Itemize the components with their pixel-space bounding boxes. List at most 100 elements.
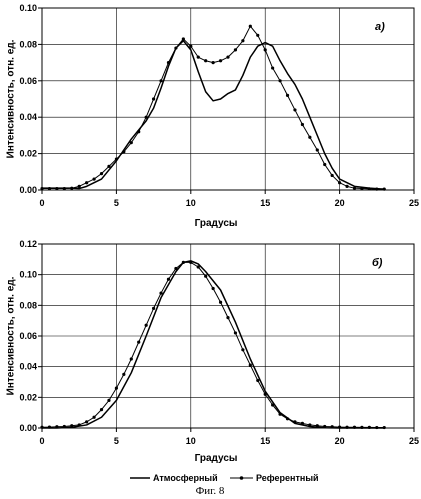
data-point-0-1-40 <box>338 181 342 185</box>
data-point-0-1-2 <box>55 186 59 191</box>
y-tick-label-0-4: 0.08 <box>19 39 37 49</box>
data-point-1-1-42 <box>352 425 357 429</box>
y-tick-label-0-1: 0.02 <box>19 149 37 159</box>
data-point-0-1-4 <box>70 186 74 190</box>
y-axis-label-0: Интенсивность, отн. ед. <box>6 39 17 158</box>
data-point-1-1-46 <box>382 425 386 430</box>
data-point-1-1-44 <box>367 425 371 429</box>
data-point-1-1-11 <box>122 372 126 376</box>
data-point-0-1-8 <box>99 172 104 176</box>
data-point-1-1-32 <box>278 412 282 416</box>
x-tick-label-0-4: 20 <box>335 198 345 208</box>
y-tick-label-1-4: 0.08 <box>19 300 37 310</box>
x-tick-label-1-0: 0 <box>39 436 44 446</box>
y-tick-label-0-3: 0.06 <box>19 76 37 86</box>
x-tick-label-0-5: 25 <box>409 198 419 208</box>
series-line-0-1 <box>42 25 385 190</box>
data-point-1-1-30 <box>263 392 267 396</box>
data-point-0-1-32 <box>278 79 282 83</box>
x-tick-label-0-1: 5 <box>114 198 119 208</box>
data-point-0-1-36 <box>308 135 312 139</box>
data-point-1-1-10 <box>114 386 118 390</box>
data-point-0-1-17 <box>166 61 171 65</box>
data-point-1-1-7 <box>92 415 96 419</box>
data-point-0-1-28 <box>248 24 252 28</box>
y-tick-label-1-2: 0.04 <box>19 362 37 372</box>
y-tick-label-0-0: 0.00 <box>19 185 37 195</box>
y-tick-label-1-1: 0.02 <box>19 392 37 402</box>
legend-label-0: Атмосферный <box>153 473 218 483</box>
data-point-0-1-3 <box>62 186 66 191</box>
data-point-1-1-27 <box>241 348 245 352</box>
data-point-1-1-40 <box>338 425 342 429</box>
data-point-0-1-18 <box>174 46 178 50</box>
plot-frame-0 <box>41 7 415 191</box>
data-point-0-1-43 <box>360 186 364 191</box>
data-point-0-1-30 <box>263 48 267 52</box>
data-point-1-1-13 <box>137 340 141 344</box>
data-point-0-1-34 <box>293 108 297 112</box>
x-axis-label-1: Градусы <box>195 453 238 464</box>
x-tick-label-1-5: 25 <box>409 436 419 446</box>
data-point-0-1-42 <box>352 186 357 190</box>
y-tick-label-1-3: 0.06 <box>19 331 37 341</box>
data-point-0-1-7 <box>92 177 96 181</box>
y-tick-label-1-5: 0.10 <box>19 270 37 280</box>
data-point-1-1-37 <box>315 424 319 428</box>
data-point-1-1-17 <box>166 277 171 281</box>
data-point-0-1-39 <box>330 173 334 178</box>
figure-caption: Фиг. 8 <box>196 485 225 497</box>
data-point-1-1-2 <box>55 425 59 429</box>
data-point-0-1-38 <box>323 162 327 167</box>
data-point-0-1-21 <box>196 55 200 59</box>
data-point-0-1-27 <box>241 39 245 43</box>
data-point-0-1-20 <box>189 44 193 48</box>
data-point-1-1-33 <box>285 417 290 421</box>
x-tick-label-1-2: 10 <box>186 436 196 446</box>
data-point-1-1-34 <box>293 420 297 424</box>
data-point-1-1-19 <box>181 260 185 264</box>
data-point-1-1-8 <box>99 408 104 412</box>
legend-marker-1 <box>239 476 244 480</box>
data-point-1-1-20 <box>189 260 193 264</box>
data-point-0-1-44 <box>367 187 371 191</box>
data-point-0-1-29 <box>256 33 260 37</box>
data-point-1-1-41 <box>345 425 349 429</box>
x-axis-label-0: Градусы <box>195 218 238 229</box>
data-point-1-1-12 <box>129 357 133 361</box>
data-point-0-1-41 <box>345 184 349 188</box>
data-point-0-1-13 <box>137 130 141 134</box>
data-point-0-1-25 <box>226 55 230 59</box>
data-point-0-1-5 <box>77 184 81 188</box>
panel-label-0: a) <box>375 21 385 33</box>
data-point-0-1-15 <box>152 97 156 101</box>
data-point-0-1-35 <box>300 122 304 127</box>
x-tick-label-1-1: 5 <box>114 436 119 446</box>
data-point-1-1-3 <box>62 424 66 429</box>
data-point-1-1-35 <box>300 421 304 425</box>
data-point-0-1-45 <box>375 187 379 191</box>
x-tick-label-1-3: 15 <box>260 436 270 446</box>
y-tick-label-0-2: 0.04 <box>19 112 37 122</box>
data-point-1-1-9 <box>107 398 111 402</box>
data-point-0-1-26 <box>233 48 238 52</box>
data-point-0-1-46 <box>382 187 386 191</box>
data-point-0-1-11 <box>122 150 126 154</box>
data-point-0-1-33 <box>285 93 290 97</box>
x-tick-label-0-3: 15 <box>260 198 270 208</box>
data-point-1-1-18 <box>174 266 178 271</box>
data-point-0-1-12 <box>129 141 133 145</box>
data-point-1-1-4 <box>70 424 74 428</box>
data-point-1-1-39 <box>330 425 334 429</box>
data-point-1-1-6 <box>85 420 89 424</box>
data-point-1-1-1 <box>47 425 52 429</box>
data-point-0-1-14 <box>144 115 148 119</box>
data-point-0-1-0 <box>40 186 44 191</box>
y-tick-label-1-0: 0.00 <box>19 423 37 433</box>
data-point-0-1-16 <box>159 79 163 83</box>
data-point-1-1-36 <box>308 423 312 427</box>
data-point-1-1-28 <box>248 363 252 367</box>
data-point-0-1-6 <box>85 181 89 185</box>
